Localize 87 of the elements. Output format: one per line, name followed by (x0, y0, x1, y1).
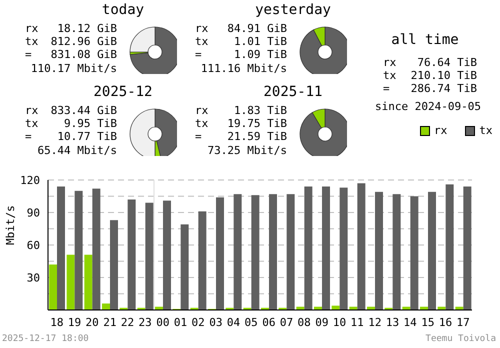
text: since 2024-09-05 (374, 100, 482, 113)
bar (84, 254, 92, 310)
x-tick-label: 15 (421, 316, 434, 329)
bar (92, 188, 100, 310)
bar (216, 197, 224, 310)
x-tick-label: 00 (156, 316, 170, 329)
text: tx 812.96 GiB (25, 35, 117, 48)
bar (49, 264, 57, 310)
text: rx 1.83 TiB (195, 104, 287, 117)
x-tick-label: 08 (298, 316, 311, 329)
x-tick-label: 13 (386, 316, 400, 329)
x-tick-label: 02 (192, 316, 205, 329)
chart-title: yesterday (254, 2, 332, 18)
x-tick-label: 22 (120, 316, 134, 329)
text: tx 1.01 TiB (195, 35, 287, 48)
text: tx 210.10 TiB (383, 69, 477, 82)
x-tick-label: 11 (350, 316, 364, 329)
x-tick-label: 01 (174, 316, 188, 329)
bar (304, 186, 312, 310)
bar (57, 186, 65, 310)
x-tick-label: 21 (103, 316, 116, 329)
bar (410, 196, 418, 310)
x-tick-label: 05 (244, 316, 258, 329)
x-tick-label: 18 (50, 316, 64, 329)
x-tick-label: 04 (226, 316, 240, 329)
x-tick-label: 14 (404, 316, 418, 329)
text: rx 84.91 GiB (195, 22, 287, 35)
bar (234, 194, 242, 310)
bar (463, 186, 472, 310)
text: 65.44 Mbit/s (36, 144, 117, 157)
x-tick-label: 10 (332, 316, 346, 329)
bar (322, 186, 330, 310)
x-tick-label: 09 (315, 316, 328, 329)
chart-title: 2025-12 (92, 84, 154, 100)
text: 73.25 Mbit/s (206, 144, 287, 157)
text: = 1.09 TiB (195, 48, 287, 61)
text: rx 833.44 GiB (25, 104, 117, 117)
text: rx 76.64 TiB (383, 56, 477, 69)
text: rx 18.12 GiB (25, 22, 117, 35)
x-tick-label: 06 (262, 316, 276, 329)
bar (286, 194, 295, 310)
y-tick-label: 90 (26, 206, 40, 220)
text: all time (390, 32, 460, 48)
bar (375, 192, 383, 310)
bar (446, 184, 454, 310)
x-tick-label: 17 (456, 316, 470, 329)
x-tick-label: 20 (86, 316, 99, 329)
text: Teemu Toivola (426, 334, 496, 344)
text: 2025-12-17 18:00 (2, 334, 89, 344)
bar (428, 192, 436, 310)
bar (145, 202, 154, 310)
chart-title: today (100, 2, 146, 18)
x-tick-label: 23 (138, 316, 152, 329)
bar (251, 195, 260, 310)
x-tick-label: 03 (209, 316, 222, 329)
bar (340, 188, 348, 310)
bar (110, 220, 118, 310)
bar (357, 183, 366, 310)
chart-title: 2025-11 (262, 84, 324, 100)
text: = 831.08 GiB (25, 48, 117, 61)
y-tick-label: 60 (26, 238, 40, 252)
x-tick-label: 07 (280, 316, 294, 329)
bar (180, 224, 189, 310)
bar (163, 200, 171, 310)
legend-label: rx (433, 124, 448, 137)
y-axis-title: Mbit/s (4, 205, 17, 245)
bar (128, 200, 136, 310)
text: tx 19.75 TiB (195, 117, 287, 130)
x-tick-label: 16 (438, 316, 452, 329)
bar (66, 254, 75, 310)
bar (269, 194, 277, 310)
text: = 10.77 TiB (25, 130, 117, 143)
text: = 21.59 TiB (195, 130, 287, 143)
y-tick-label: 30 (26, 271, 40, 284)
bar (332, 306, 340, 310)
text: = 286.74 TiB (383, 82, 477, 95)
y-tick-label: 120 (20, 174, 40, 187)
x-tick-label: 19 (68, 316, 82, 329)
legend-label: tx (478, 124, 492, 137)
text: 110.17 Mbit/s (30, 62, 117, 75)
bar (392, 194, 401, 310)
bar (198, 211, 206, 310)
bar (102, 304, 110, 310)
bar (74, 190, 83, 310)
x-tick-label: 12 (368, 316, 382, 329)
text: tx 9.95 TiB (25, 117, 117, 130)
text: 111.16 Mbit/s (200, 62, 287, 75)
